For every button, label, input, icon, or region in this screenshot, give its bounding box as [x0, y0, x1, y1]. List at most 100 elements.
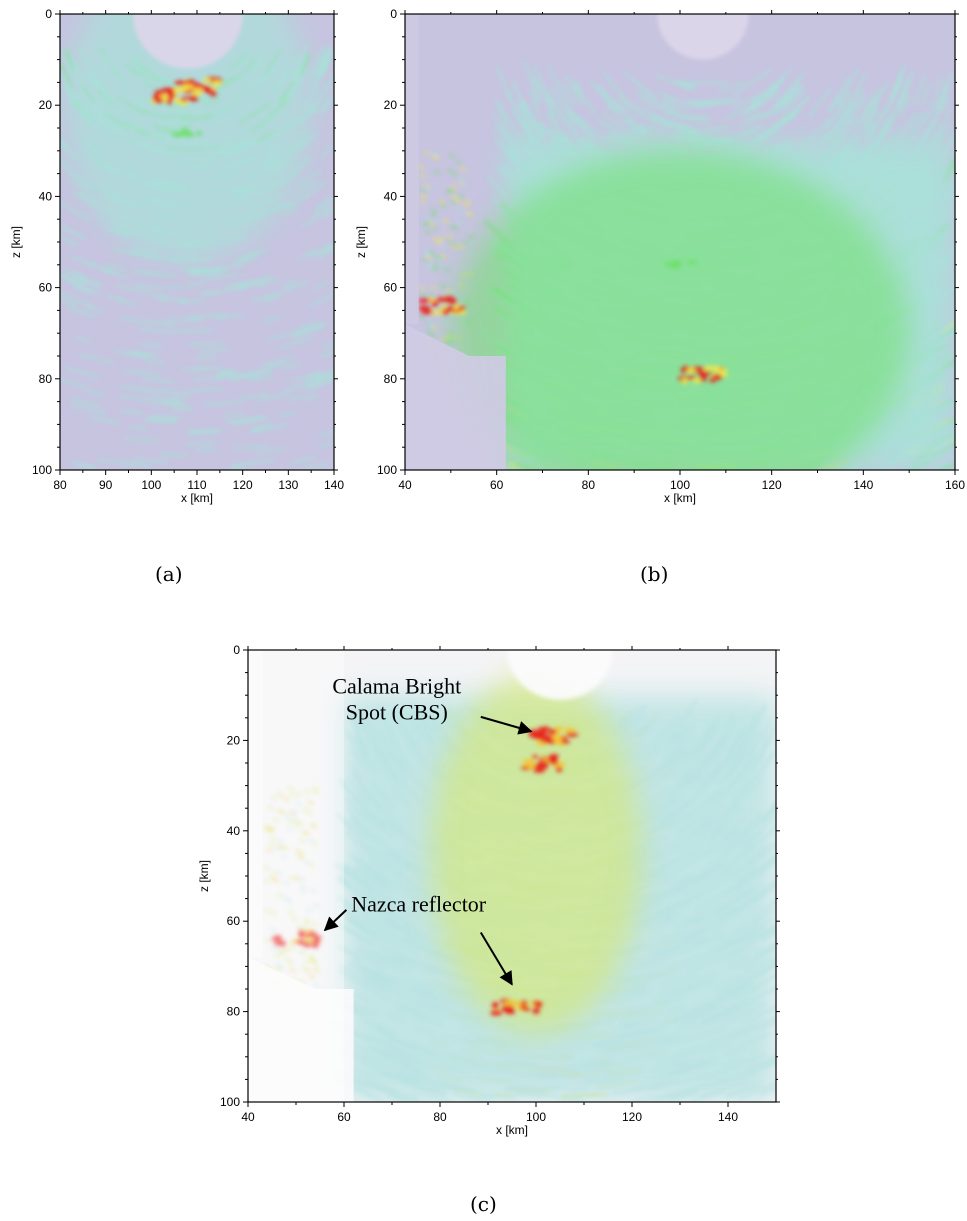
y-tick-label: 100 [220, 1095, 240, 1109]
bright-spot [699, 375, 707, 382]
bright-spot [709, 377, 717, 383]
x-tick-label: 80 [433, 1110, 447, 1124]
bright-spot [152, 95, 160, 101]
heatmap-c [248, 650, 776, 1102]
bright-spot [564, 727, 572, 733]
bright-spot [681, 377, 688, 385]
bright-spot [203, 87, 213, 93]
x-tick-label: 40 [241, 1110, 255, 1124]
bright-spot [531, 1007, 541, 1014]
bright-spot [504, 1000, 512, 1007]
bright-spot [167, 93, 175, 100]
bright-spot [686, 260, 699, 265]
x-tick-label: 120 [762, 478, 782, 492]
bright-spot [520, 1000, 528, 1005]
bright-spot [671, 260, 682, 267]
annotation-arrow [479, 931, 513, 986]
y-tick-label: 60 [384, 281, 398, 295]
y-tick-label: 0 [45, 7, 52, 21]
annotation-nazca: Nazca reflector [351, 891, 487, 916]
heatmap-b [405, 14, 955, 470]
unilluminated-wedge [248, 957, 354, 1102]
x-tick-label: 90 [99, 478, 113, 492]
bright-spot [311, 938, 321, 946]
bright-spot [418, 298, 430, 304]
bright-features [271, 725, 578, 1016]
bright-spot [504, 1007, 511, 1012]
bright-spot [541, 726, 550, 732]
bright-spot [556, 768, 563, 772]
panel-a: 80 90 100 110 120 130 140 0 20 40 60 80 100 x [km] z [… [0, 0, 344, 520]
x-tick-label: 60 [490, 478, 504, 492]
unilluminated-wedge [405, 324, 506, 470]
bright-spot [519, 1005, 528, 1010]
shadow-zone [507, 650, 613, 700]
bright-spot [537, 731, 548, 737]
bright-spot [431, 300, 439, 307]
y-tick-label: 60 [39, 281, 53, 295]
bright-spot [444, 296, 455, 302]
bright-spot [686, 368, 697, 373]
shadow-zone [657, 14, 749, 60]
x-axis-label: x [km] [664, 491, 696, 505]
bright-spot [179, 97, 189, 102]
bright-spot [664, 261, 671, 266]
bright-spot [559, 739, 571, 744]
bright-spot [710, 365, 722, 372]
y-tick-label: 20 [227, 733, 241, 747]
bright-spot [558, 761, 566, 766]
bright-spot [298, 930, 306, 935]
bright-spot [490, 1010, 503, 1016]
bright-spot [436, 297, 446, 303]
bright-spot [175, 132, 184, 138]
x-tick-label: 100 [670, 478, 690, 492]
y-axis-label: z [km] [197, 860, 211, 892]
x-tick-label: 80 [582, 478, 596, 492]
y-tick-label: 0 [390, 7, 397, 21]
bright-spot [212, 80, 222, 87]
bright-spot [533, 763, 541, 769]
x-tick-label: 40 [398, 478, 412, 492]
bright-spot [492, 1002, 499, 1009]
bright-spot [185, 79, 196, 86]
bright-spot [548, 730, 557, 735]
bright-spot [188, 95, 198, 100]
bright-spot [447, 306, 454, 312]
annotation-cbs: Calama Bright Spot (CBS) [332, 673, 461, 724]
bright-spot [179, 85, 189, 93]
bright-spot [688, 375, 696, 380]
bright-spot [166, 98, 173, 105]
x-tick-label: 140 [718, 1110, 738, 1124]
x-tick-label: 100 [526, 1110, 546, 1124]
bright-spot [174, 80, 187, 86]
shadow-zone [133, 14, 243, 69]
x-tick-label: 120 [233, 478, 253, 492]
annotation-arrow [480, 715, 533, 735]
heatmap-a [60, 14, 334, 470]
y-tick-label: 60 [227, 914, 241, 928]
bright-spot [209, 90, 217, 97]
bright-spot [713, 374, 722, 378]
bright-spot [165, 87, 175, 95]
y-tick-label: 20 [384, 98, 398, 112]
y-axis-label: z [km] [354, 226, 368, 258]
panel-b: 40 60 80 100 120 140 160 0 20 40 60 80 100 x [km] z [k… [345, 0, 967, 520]
y-tick-label: 40 [39, 189, 53, 203]
bright-spot [298, 940, 309, 946]
y-tick-label: 80 [384, 372, 398, 386]
bright-spot [191, 91, 203, 96]
bright-spot [203, 77, 212, 84]
x-tick-label: 100 [141, 478, 161, 492]
y-tick-label: 0 [233, 643, 240, 657]
x-tick-label: 140 [324, 478, 344, 492]
x-tick-label: 140 [853, 478, 873, 492]
bright-spot [526, 764, 536, 769]
bright-spot [550, 758, 559, 765]
bright-spot [277, 940, 287, 947]
x-tick-label: 160 [945, 478, 965, 492]
